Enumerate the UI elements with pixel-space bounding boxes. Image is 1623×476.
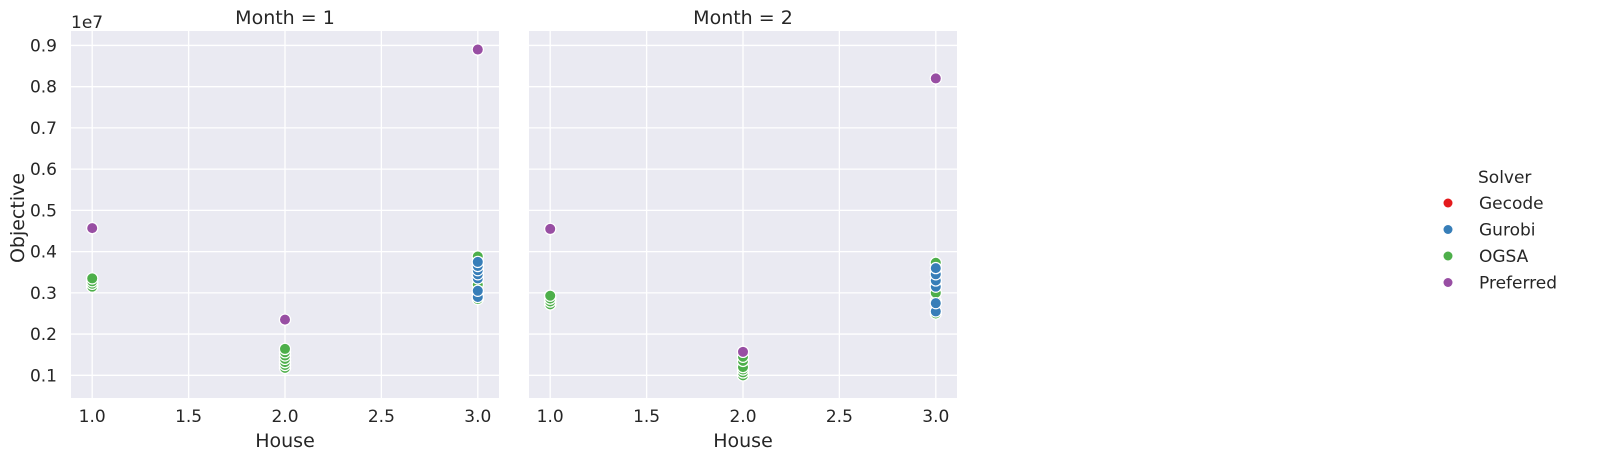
y-tick-label: 0.7: [30, 119, 57, 139]
data-point: [471, 284, 484, 297]
facet-panel: 1.0 1.5 2.0 2.5 3.0 Month = 2 House: [529, 7, 957, 452]
x-tick-label: 3.0: [922, 407, 949, 427]
y-tick-label: 0.4: [30, 243, 57, 263]
data-point: [86, 221, 99, 235]
x-tick-label: 1.0: [537, 407, 564, 427]
legend-item-label: OGSA: [1479, 247, 1529, 267]
x-tick-label: 2.5: [826, 407, 853, 427]
data-point: [471, 43, 484, 56]
data-point: [736, 345, 750, 359]
legend-item-label: Preferred: [1479, 274, 1557, 294]
legend-marker: [1443, 278, 1453, 287]
data-point: [278, 342, 292, 356]
x-axis-label: House: [255, 430, 315, 452]
legend-marker: [1443, 251, 1453, 261]
x-tick-label: 1.5: [633, 407, 660, 427]
legend: Solver Gecode Gurobi OGSA Preferred: [1443, 168, 1557, 294]
x-tick-label: 1.0: [79, 407, 106, 427]
x-tick-label: 2.0: [271, 407, 298, 427]
legend-marker: [1443, 198, 1453, 208]
legend-item-label: Gecode: [1479, 194, 1544, 214]
y-tick-label: 0.5: [30, 201, 57, 221]
data-point: [929, 72, 942, 85]
y-tick-label: 0.9: [30, 36, 57, 56]
x-tick-label: 3.0: [464, 407, 491, 427]
legend-marker: [1443, 225, 1453, 234]
y-axis-label: Objective: [7, 173, 29, 263]
series-gurobi: [471, 255, 484, 304]
data-point: [471, 255, 484, 269]
y-tick-label: 0.8: [30, 78, 57, 98]
x-tick-label: 2.0: [729, 407, 756, 427]
data-point: [929, 261, 942, 275]
y-tick-label: 0.2: [30, 325, 57, 345]
series-gurobi: [929, 261, 942, 318]
panel-title: Month = 2: [693, 7, 793, 29]
x-tick-label: 1.5: [175, 407, 202, 427]
panels: 1.0 1.5 2.0 2.5 3.0 0.1 0.2 0.3 0.4 0.5 0.6 0.7 0.8 0…: [30, 7, 957, 452]
data-point: [278, 313, 292, 326]
y-tick-label: 0.3: [30, 284, 57, 304]
y-offset-label: 1e7: [71, 13, 103, 33]
facet-panel: 1.0 1.5 2.0 2.5 3.0 0.1 0.2 0.3 0.4 0.5 0.6 0.7 0.8 0…: [30, 7, 499, 452]
x-tick-label: 2.5: [368, 407, 395, 427]
data-point: [544, 289, 557, 302]
legend-item-label: Gurobi: [1479, 221, 1535, 241]
y-tick-label: 0.1: [30, 366, 57, 386]
series-preferred: [86, 43, 484, 326]
series-preferred: [544, 72, 942, 359]
panel-title: Month = 1: [235, 7, 335, 29]
legend-title: Solver: [1478, 168, 1531, 188]
x-axis-label: House: [713, 430, 773, 452]
y-tick-label: 0.6: [30, 160, 57, 180]
data-point: [544, 222, 557, 236]
data-point: [86, 272, 99, 285]
data-point: [929, 296, 942, 310]
